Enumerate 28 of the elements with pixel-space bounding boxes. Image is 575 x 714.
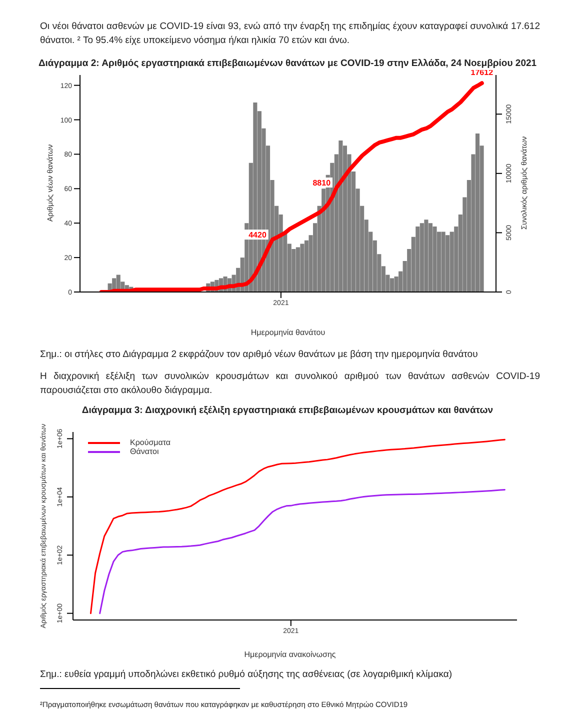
line-series — [90, 438, 506, 614]
bar — [416, 226, 420, 292]
bar — [475, 134, 480, 292]
text: Σημ.: ευθεία γραμμή υποδηλώνει εκθετικό ρυθμό αύξησης της ασθένειας (σε λογαριθμική κλίμακα) — [40, 668, 454, 682]
bar — [300, 244, 304, 292]
text: Η διαχρονική εξέλιξη των συνολικών κρουσμάτων και συνολικού αριθμού των θανάτων ασθενών COVID-19 παρουσιάζεται στο ακόλουθο διάγραμμα. — [40, 370, 540, 398]
legend-label: Κρούσματα — [130, 438, 171, 447]
data-label: 17612 — [470, 68, 494, 78]
data-label: 4420 — [248, 230, 267, 240]
data-label: 8810 — [312, 178, 332, 188]
bar — [296, 247, 300, 292]
bar — [390, 278, 394, 292]
bar — [432, 226, 437, 292]
text: Σημ.: οι στήλες στο Διάγραμμα 2 εκφράζουν τον αριθμό νέων θανάτων με βάση την ημερομηνία θανάτου — [40, 348, 479, 362]
x-axis-title: Ημερομηνία ανακοίνωσης — [244, 650, 336, 659]
line-series — [99, 81, 484, 292]
bar — [338, 140, 343, 292]
chart-title: Διάγραμμα 3: Διαχρονική εξέλιξη εργαστηριακά επιβεβαιωμένων κρουσμάτων και θανάτων — [80, 405, 494, 416]
bar — [441, 232, 446, 292]
line-series — [99, 489, 506, 614]
text: Οι νέοι θάνατοι ασθενών με COVID-19 είναι 93, ενώ από την έναρξη της επιδημίας έχουν καταγραφεί συνολικά 17.612 θάνατοι. ² Το 95.4% είχε υποκείμενο νόσημα ή/και ηλικία 70 ετών και άνω. — [40, 20, 540, 48]
bar — [424, 220, 428, 292]
bar — [446, 235, 450, 292]
chart-title: Διάγραμμα 2: Αριθμός εργαστηριακά επιβεβαιωμένων θανάτων με COVID-19 στην Ελλάδα, 24 Νοεμβρίου 2021 — [37, 58, 538, 69]
bar — [420, 223, 424, 292]
bar — [428, 223, 433, 292]
legend-label: Θάνατοι — [130, 447, 159, 456]
x-axis-title: Ημερομηνία θανάτου — [250, 328, 326, 337]
